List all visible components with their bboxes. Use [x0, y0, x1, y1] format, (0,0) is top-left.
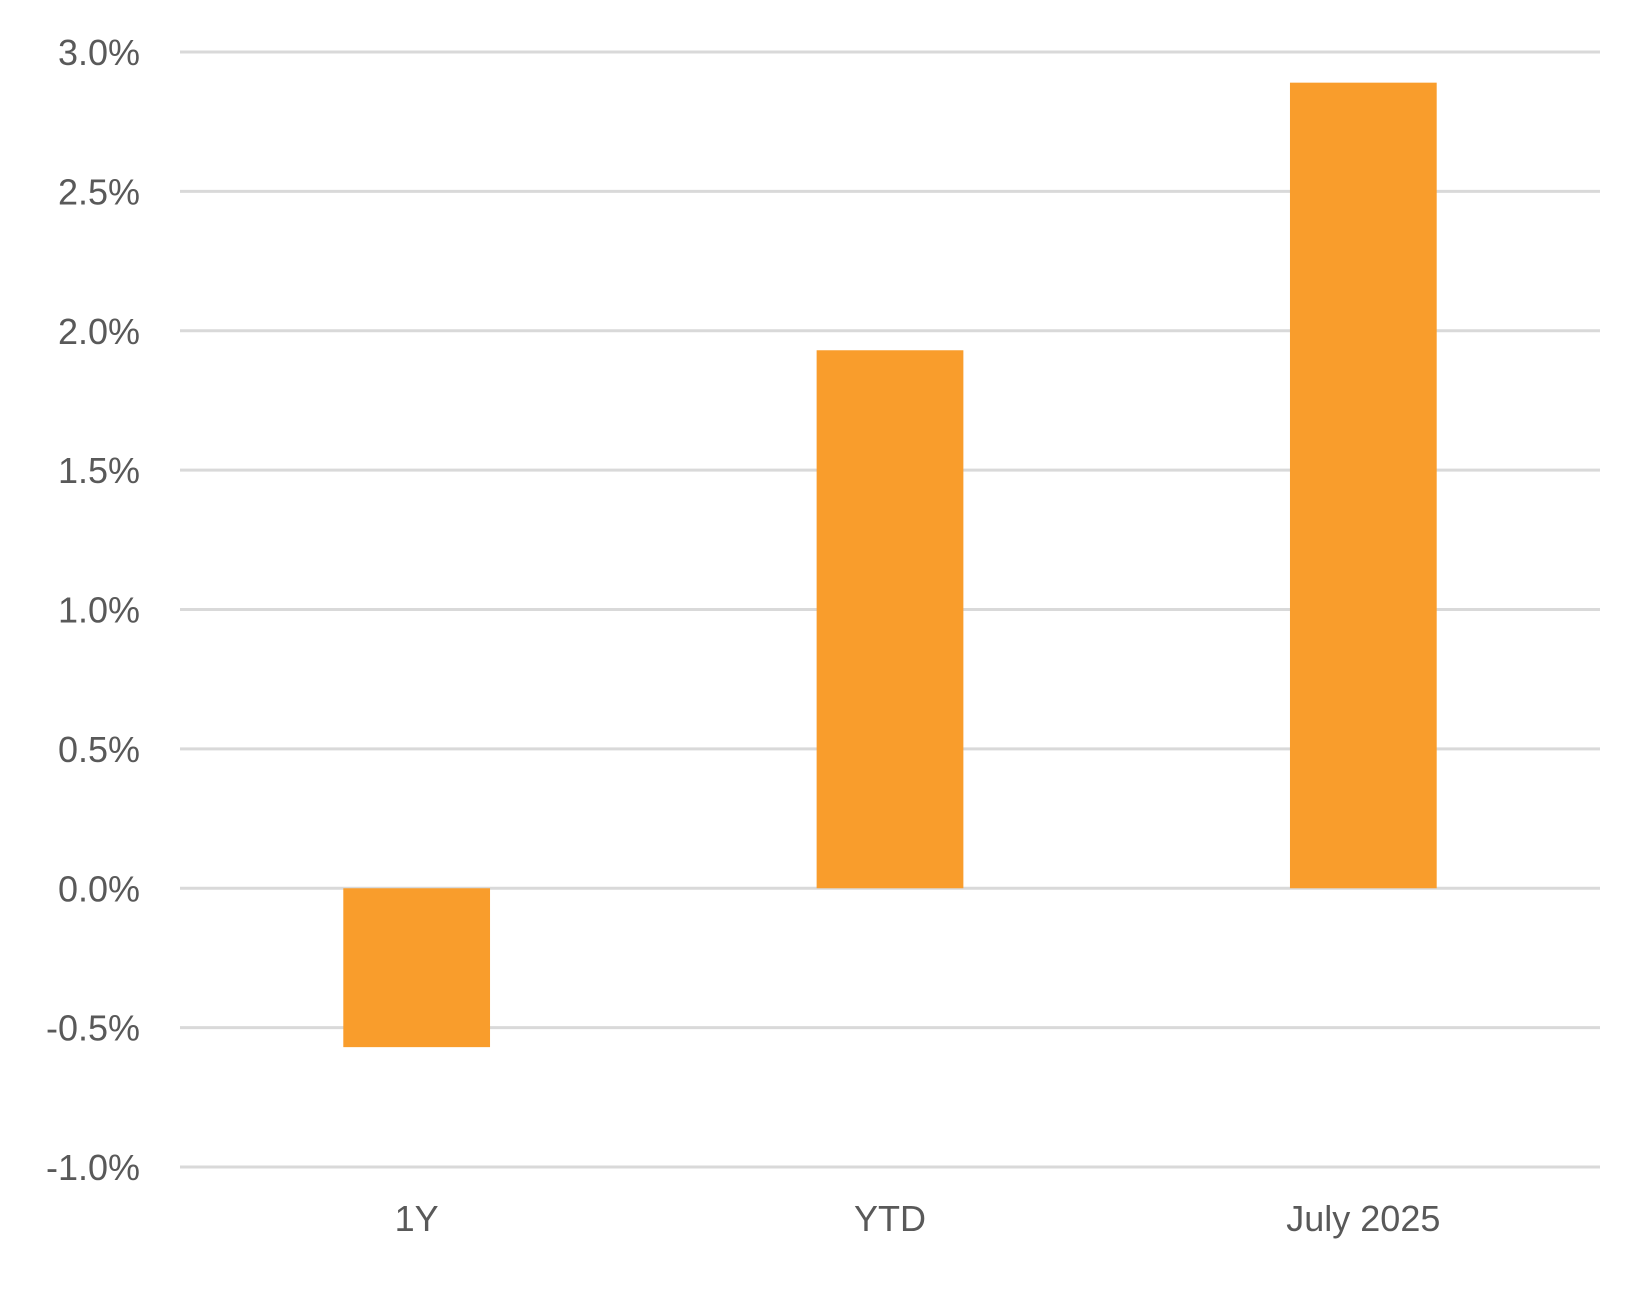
bars: [343, 82, 1437, 1048]
bar-ytd: [816, 350, 964, 889]
y-tick-label: 2.0%: [58, 311, 140, 352]
bar-1y: [343, 888, 491, 1048]
y-tick-label: 0.0%: [58, 868, 140, 909]
y-tick-label: 1.5%: [58, 450, 140, 491]
y-tick-label: 1.0%: [58, 590, 140, 631]
x-category-label: YTD: [854, 1198, 926, 1239]
bar-july-2025: [1289, 82, 1437, 889]
x-axis-category-labels: 1Y YTD July 2025: [395, 1198, 1441, 1239]
y-tick-label: 2.5%: [58, 171, 140, 212]
y-tick-label: 0.5%: [58, 729, 140, 770]
x-category-label: July 2025: [1286, 1198, 1440, 1239]
y-tick-label: -0.5%: [46, 1008, 140, 1049]
x-category-label: 1Y: [395, 1198, 439, 1239]
y-tick-label: 3.0%: [58, 32, 140, 73]
y-tick-label: -1.0%: [46, 1147, 140, 1188]
y-axis-tick-labels: -1.0% -0.5% 0.0% 0.5% 1.0% 1.5% 2.0% 2.5% 3.0%: [46, 32, 140, 1188]
